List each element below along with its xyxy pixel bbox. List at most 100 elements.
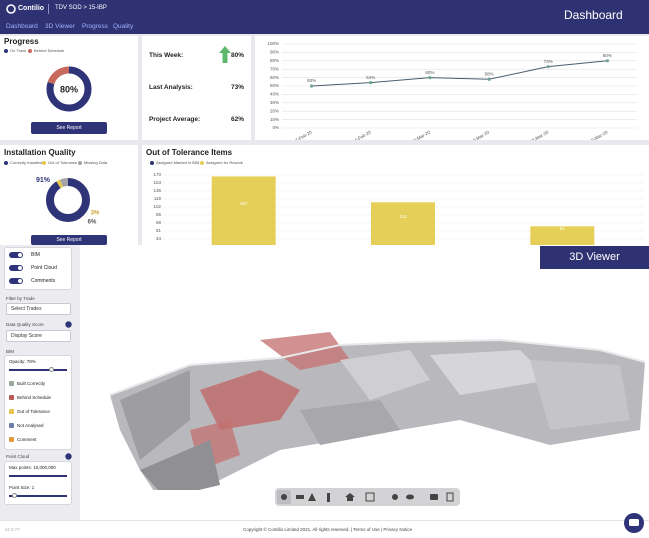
toggle-label: Comments xyxy=(31,278,56,284)
value-label: 112 xyxy=(399,214,407,219)
legend-swatch xyxy=(9,395,14,401)
panel-title: Installation Quality xyxy=(4,148,76,157)
trend-line xyxy=(311,60,608,87)
toggle[interactable] xyxy=(9,278,23,284)
value-label: 54% xyxy=(366,75,375,80)
legend-item: Behind Schedule xyxy=(28,48,64,53)
footer-link[interactable]: Terms of Use xyxy=(353,527,380,532)
select-text: Select Trades xyxy=(11,306,42,312)
viewer-toolbar xyxy=(275,488,460,506)
legend-swatch xyxy=(9,409,14,415)
legend-item: Out of Tolerance xyxy=(9,409,50,415)
copyright-text: Copyright © Contilio Limited 2021. All r… xyxy=(243,527,350,532)
stat-label: Last Analysis: xyxy=(149,84,193,91)
score-select[interactable]: Display Score xyxy=(6,330,71,342)
legend-item: Not Analysed xyxy=(9,423,44,429)
bar-chart: 34 51 68 85 102 119 136 153 170 167 112 61 xyxy=(153,172,642,245)
value-label: 80% xyxy=(603,53,612,58)
opacity-label: Opacity: 78% xyxy=(9,359,36,364)
y-tick-label: 90% xyxy=(270,50,279,55)
slider-track[interactable] xyxy=(9,369,67,371)
stat-value: 62% xyxy=(231,116,245,123)
chat-button[interactable] xyxy=(623,512,645,534)
y-tick-label: 170 xyxy=(153,172,161,177)
slider-thumb[interactable] xyxy=(12,493,17,498)
bim-panel: Opacity: 78% Built Correctly Behind Sched… xyxy=(4,355,72,450)
slider-track[interactable] xyxy=(9,475,67,477)
legend-label: Correctly Installed xyxy=(10,160,43,165)
toolbar-icons xyxy=(277,490,454,504)
y-tick-label: 136 xyxy=(153,188,161,193)
bar xyxy=(530,226,595,245)
nav-link[interactable]: 3D Viewer xyxy=(45,23,75,30)
legend-item: Behind Schedule xyxy=(9,395,51,401)
up-arrow xyxy=(219,46,231,63)
toggle[interactable] xyxy=(9,265,23,271)
value-label: 73% xyxy=(544,59,553,64)
y-tick-label: 51 xyxy=(156,228,162,233)
select-text: Display Score xyxy=(11,333,42,339)
y-tick-label: 85 xyxy=(156,212,162,217)
point-size-label: Point Size: 1 xyxy=(9,485,35,490)
x-tick-label: 23-Mar-20 xyxy=(529,129,550,140)
x-tick-label: 16-Mar-20 xyxy=(470,129,491,140)
building-model[interactable] xyxy=(80,270,649,490)
legend-label: Not Analysed xyxy=(17,423,44,428)
slider-thumb[interactable] xyxy=(49,367,54,372)
filter-label: Filter by Trade xyxy=(6,296,35,301)
y-tick-label: 30% xyxy=(270,100,279,105)
legend-label: Assigned for Rework xyxy=(206,160,243,165)
stat-value: 73% xyxy=(231,84,245,91)
y-tick-label: 0% xyxy=(272,125,279,130)
nav-link[interactable]: Quality xyxy=(113,23,134,30)
score-label: Data Quality Score xyxy=(6,322,44,327)
legend-swatch xyxy=(9,437,14,443)
value-label: 60% xyxy=(425,70,434,75)
legend-item: Missing Data xyxy=(78,160,107,165)
data-point xyxy=(605,59,610,63)
trend-panel: 0% 10% 20% 30% 40% 50% 60% 70% 80% 90% 100% 17-Feb-… xyxy=(255,36,649,140)
donut-label: 3% xyxy=(91,211,100,217)
see-report-button[interactable]: See Report xyxy=(31,235,107,245)
toggle-label: Point Cloud xyxy=(31,265,57,271)
tolerance-panel: Out of Tolerance Items Assigned Marked i… xyxy=(142,145,649,245)
legend-label: Assigned Marked in BIM xyxy=(156,160,200,165)
y-tick-label: 80% xyxy=(270,58,279,63)
x-tick-label: 24-Feb-20 xyxy=(351,129,372,140)
see-report-button[interactable]: See Report xyxy=(31,122,107,134)
legend-label: Comment xyxy=(17,437,37,442)
donut-chart: 80% xyxy=(46,66,92,112)
legend-item: Out of Tolerance xyxy=(42,160,77,165)
y-tick-label: 102 xyxy=(153,204,161,209)
legend-label: Out of Tolerance xyxy=(48,160,78,165)
quality-panel: Installation Quality Correctly Installed… xyxy=(0,145,138,245)
value-label: 61 xyxy=(560,226,566,231)
donut-chart: 91% 3% 6% xyxy=(36,177,100,226)
help-icon[interactable] xyxy=(65,453,72,460)
panel-title: Progress xyxy=(4,37,39,46)
y-tick-label: 153 xyxy=(153,180,161,185)
breadcrumb[interactable]: TDV SOD > 15-IBP xyxy=(55,5,107,11)
data-point xyxy=(428,76,432,80)
y-tick-label: 10% xyxy=(270,117,279,122)
legend-item: On Track xyxy=(4,48,26,53)
donut-label: 6% xyxy=(88,220,97,226)
nav-link[interactable]: Dashboard xyxy=(6,23,38,30)
toggle[interactable] xyxy=(9,252,23,258)
copyright: Copyright © Contilio Limited 2021. All r… xyxy=(243,527,413,532)
logo-icon xyxy=(6,4,16,14)
footer-link[interactable]: Privacy Notice xyxy=(383,527,413,532)
legend-label: On Track xyxy=(10,48,27,53)
logo: Contilio xyxy=(18,5,45,12)
stats-panel: This Week: 80% Last Analysis: 73% Projec… xyxy=(142,36,251,140)
slider-track[interactable] xyxy=(9,495,67,497)
legend-item: Comment xyxy=(9,437,37,443)
help-icon[interactable] xyxy=(65,321,72,328)
panel-title: Out of Tolerance Items xyxy=(146,148,233,157)
value-label: 50% xyxy=(307,78,316,83)
nav-link[interactable]: Progress xyxy=(82,23,109,30)
trade-select[interactable]: Select Trades xyxy=(6,303,71,315)
legend-swatch xyxy=(9,381,14,387)
viewer: 3D Viewer BIM Point Cloud Comments Filte… xyxy=(0,245,649,520)
